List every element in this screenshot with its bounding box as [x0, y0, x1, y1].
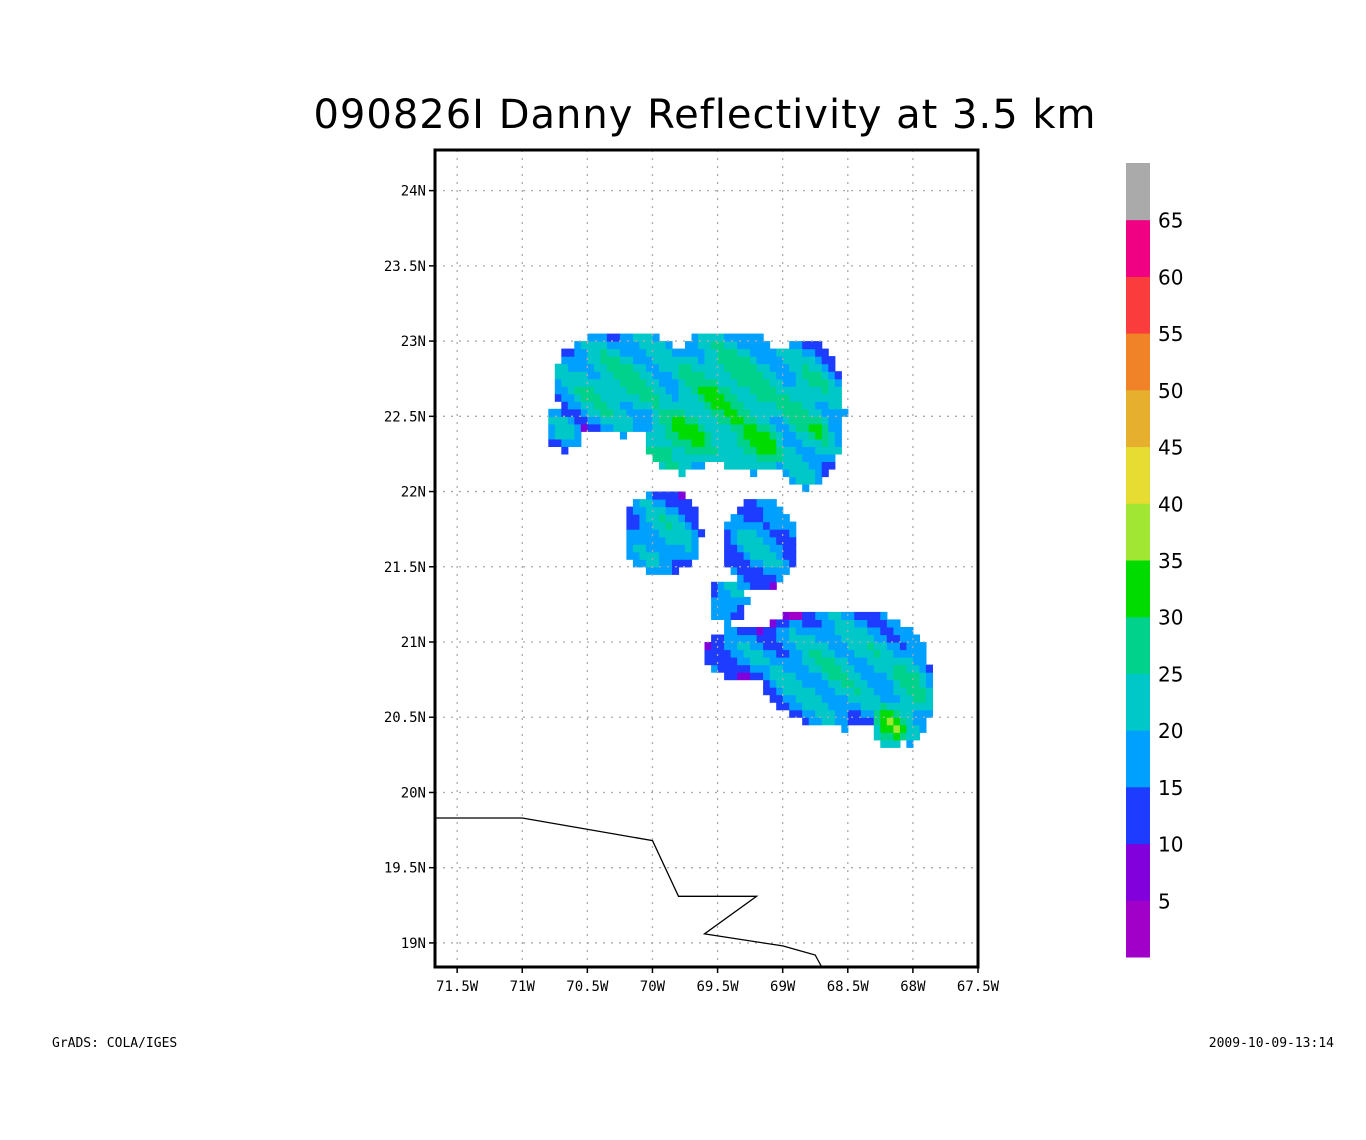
y-axis-ticks: 24N 23.5N 23N 22.5N 22N 21.5N 21N 20.5N 20N 19.5N… [384, 184, 435, 952]
colorbar-swatch [1126, 333, 1150, 391]
colorbar-swatch [1126, 163, 1150, 221]
x-tick-label: 68W [900, 979, 926, 995]
x-tick-label: 70.5W [566, 979, 609, 995]
colorbar-swatch [1126, 503, 1150, 561]
colorbar-swatch [1126, 900, 1150, 958]
y-tick-label: 19.5N [384, 861, 426, 877]
colorbar-label: 65 [1158, 209, 1183, 233]
y-tick-label: 22.5N [384, 409, 426, 425]
colorbar-label: 55 [1158, 322, 1183, 346]
y-tick-label: 19N [401, 936, 426, 952]
colorbar-swatch [1126, 786, 1150, 845]
y-tick-label: 24N [401, 184, 426, 200]
x-tick-label: 71W [510, 979, 536, 995]
colorbar-label: 5 [1158, 889, 1171, 913]
x-tick-label: 69W [770, 979, 796, 995]
colorbar-swatch [1126, 730, 1150, 788]
coastline-line [435, 817, 823, 968]
x-tick-label: 67.5W [957, 979, 1000, 995]
colorbar-label: 25 [1158, 662, 1183, 686]
colorbar-label: 40 [1158, 492, 1183, 516]
colorbar-label: 35 [1158, 549, 1183, 573]
colorbar-label: 60 [1158, 265, 1183, 289]
colorbar-swatch [1126, 616, 1150, 674]
colorbar-swatch [1126, 446, 1150, 504]
y-tick-label: 23.5N [384, 259, 426, 275]
footer-timestamp: 2009-10-09-13:14 [1208, 1036, 1334, 1051]
colorbar-swatch [1126, 843, 1150, 901]
colorbar-swatch [1126, 276, 1150, 334]
colorbar-label: 20 [1158, 719, 1183, 743]
y-tick-label: 22N [401, 485, 426, 501]
colorbar-label: 15 [1158, 776, 1183, 800]
colorbar-label: 50 [1158, 379, 1183, 403]
y-tick-label: 20.5N [384, 710, 426, 726]
y-tick-label: 21N [401, 635, 426, 651]
colorbar-swatch [1126, 219, 1150, 277]
x-tick-label: 70W [640, 979, 666, 995]
x-tick-label: 69.5W [696, 979, 739, 995]
colorbar-label: 10 [1158, 833, 1183, 857]
x-tick-label: 68.5W [827, 979, 870, 995]
y-tick-label: 20N [401, 785, 426, 801]
y-tick-label: 21.5N [384, 560, 426, 576]
chart-title: 090826I Danny Reflectivity at 3.5 km [313, 92, 1097, 138]
x-axis-ticks: 71.5W 71W 70.5W 70W 69.5W 69W 68.5W 68W 67.5W [436, 967, 1000, 995]
colorbar: 5 10 15 20 25 30 35 40 45 50 55 60 65 [1126, 163, 1183, 958]
reflectivity-field [548, 333, 933, 748]
colorbar-swatch [1126, 389, 1150, 448]
colorbar-swatch [1126, 673, 1150, 731]
colorbar-swatch [1126, 560, 1150, 618]
coastline [435, 817, 823, 968]
x-tick-label: 71.5W [436, 979, 479, 995]
colorbar-label: 45 [1158, 436, 1183, 460]
colorbar-label: 30 [1158, 606, 1183, 630]
grid-lines [435, 150, 978, 967]
footer-credit: GrADS: COLA/IGES [52, 1036, 178, 1051]
y-tick-label: 23N [401, 334, 426, 350]
plot-frame [433, 148, 980, 969]
